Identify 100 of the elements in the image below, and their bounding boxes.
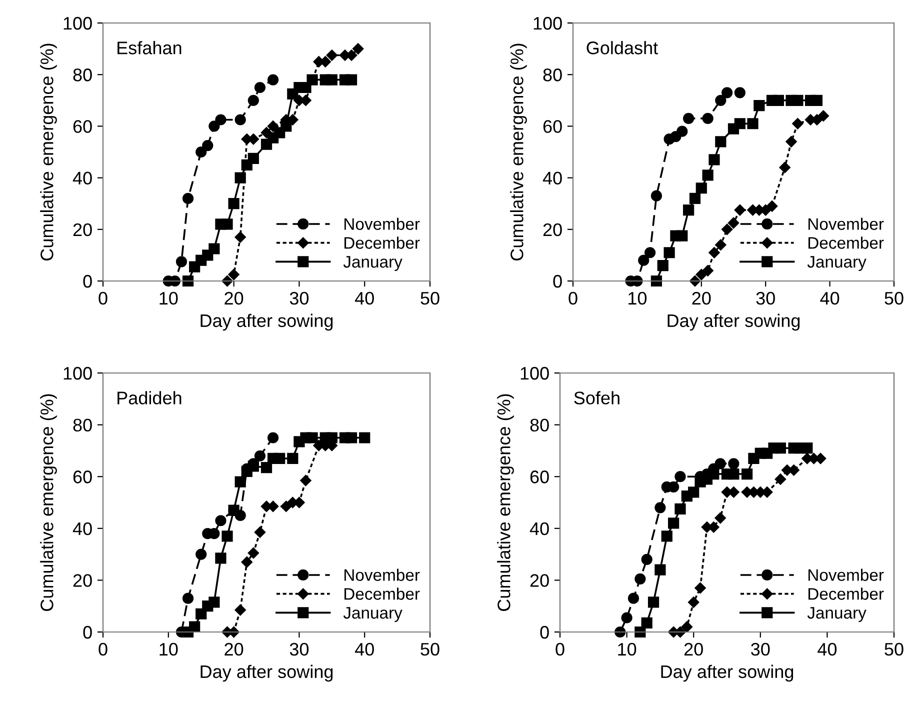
point bbox=[182, 192, 194, 204]
point bbox=[346, 74, 358, 86]
text: Esfahan bbox=[118, 41, 182, 54]
point bbox=[702, 170, 714, 181]
point bbox=[280, 120, 292, 132]
point bbox=[182, 592, 194, 604]
x-tick-label: 0 bbox=[568, 292, 578, 305]
y-tick-label: 40 bbox=[72, 172, 92, 185]
point bbox=[676, 126, 688, 137]
point bbox=[621, 612, 632, 624]
point bbox=[222, 275, 233, 287]
y-tick-label: 20 bbox=[73, 574, 92, 587]
point bbox=[222, 218, 233, 230]
point bbox=[359, 432, 370, 444]
point bbox=[792, 94, 804, 106]
point bbox=[648, 596, 660, 608]
point bbox=[766, 200, 778, 212]
point bbox=[196, 548, 207, 560]
point bbox=[714, 512, 726, 524]
point bbox=[176, 256, 188, 268]
point bbox=[650, 190, 662, 202]
point bbox=[754, 100, 765, 112]
point bbox=[674, 471, 686, 482]
point bbox=[683, 112, 694, 124]
x-axis-title: Day after sowing bbox=[668, 314, 800, 331]
point bbox=[208, 596, 220, 608]
y-tick-label: 40 bbox=[72, 522, 92, 536]
point bbox=[234, 232, 246, 243]
text: Padideh bbox=[118, 391, 182, 404]
point bbox=[182, 275, 194, 287]
text: Goldasht bbox=[586, 41, 658, 54]
point bbox=[267, 432, 279, 444]
x-tick-label: 40 bbox=[818, 642, 837, 656]
point bbox=[681, 621, 693, 632]
point bbox=[734, 204, 746, 216]
point bbox=[708, 468, 720, 480]
point bbox=[668, 518, 680, 529]
x-tick-label: 40 bbox=[354, 642, 374, 656]
y-tick-label: 0 bbox=[83, 626, 92, 639]
point bbox=[234, 172, 246, 184]
point bbox=[234, 604, 246, 616]
x-tick-label: 10 bbox=[628, 292, 647, 305]
point bbox=[696, 182, 707, 194]
legend-label: December bbox=[344, 588, 420, 600]
y-tick-label: 60 bbox=[73, 470, 92, 484]
point bbox=[792, 118, 804, 130]
point bbox=[215, 552, 226, 564]
x-tick-label: 30 bbox=[756, 292, 775, 305]
x-tick-label: 50 bbox=[420, 642, 440, 656]
y-tick-label: 20 bbox=[73, 223, 92, 236]
y-axis-title: Cumulative emergence (%) bbox=[40, 44, 57, 260]
point bbox=[228, 268, 240, 280]
y-tick-label: 100 bbox=[534, 16, 562, 30]
legend-label: January bbox=[807, 607, 866, 622]
y-tick-label: 80 bbox=[73, 418, 92, 432]
legend-label: January bbox=[343, 607, 402, 622]
legend-label: November bbox=[344, 568, 420, 581]
point bbox=[802, 442, 813, 454]
y-tick-label: 0 bbox=[83, 274, 92, 288]
x-tick-label: 0 bbox=[98, 292, 108, 305]
y-tick-label: 60 bbox=[543, 120, 562, 133]
x-tick-label: 30 bbox=[751, 642, 770, 656]
point bbox=[779, 162, 790, 174]
point bbox=[641, 617, 652, 628]
point bbox=[254, 450, 266, 462]
point bbox=[734, 87, 746, 98]
point bbox=[786, 136, 797, 148]
point bbox=[274, 452, 286, 464]
point bbox=[664, 247, 675, 258]
legend-label: January bbox=[807, 256, 866, 271]
point bbox=[688, 596, 700, 608]
point bbox=[747, 118, 758, 130]
x-tick-label: 50 bbox=[884, 292, 904, 305]
y-tick-label: 80 bbox=[73, 68, 92, 82]
point bbox=[641, 554, 652, 566]
point bbox=[676, 230, 688, 242]
point bbox=[657, 260, 668, 272]
legend-label: January bbox=[343, 256, 402, 271]
point bbox=[708, 154, 720, 166]
point bbox=[326, 432, 338, 444]
y-tick-label: 100 bbox=[64, 366, 92, 380]
point bbox=[689, 192, 701, 204]
point bbox=[728, 458, 740, 470]
point bbox=[280, 500, 292, 512]
x-tick-label: 20 bbox=[224, 292, 244, 305]
y-tick-label: 40 bbox=[542, 172, 562, 185]
legend-label: December bbox=[808, 588, 884, 600]
point bbox=[696, 268, 708, 280]
point bbox=[241, 556, 252, 568]
x-tick-label: 50 bbox=[884, 642, 904, 656]
x-tick-label: 30 bbox=[290, 642, 309, 656]
point bbox=[772, 94, 784, 106]
point bbox=[248, 460, 259, 472]
point bbox=[734, 118, 746, 130]
point bbox=[234, 114, 246, 126]
point bbox=[628, 592, 640, 604]
point bbox=[267, 120, 279, 132]
point bbox=[189, 621, 200, 632]
x-tick-label: 10 bbox=[618, 642, 636, 656]
point bbox=[248, 152, 259, 164]
